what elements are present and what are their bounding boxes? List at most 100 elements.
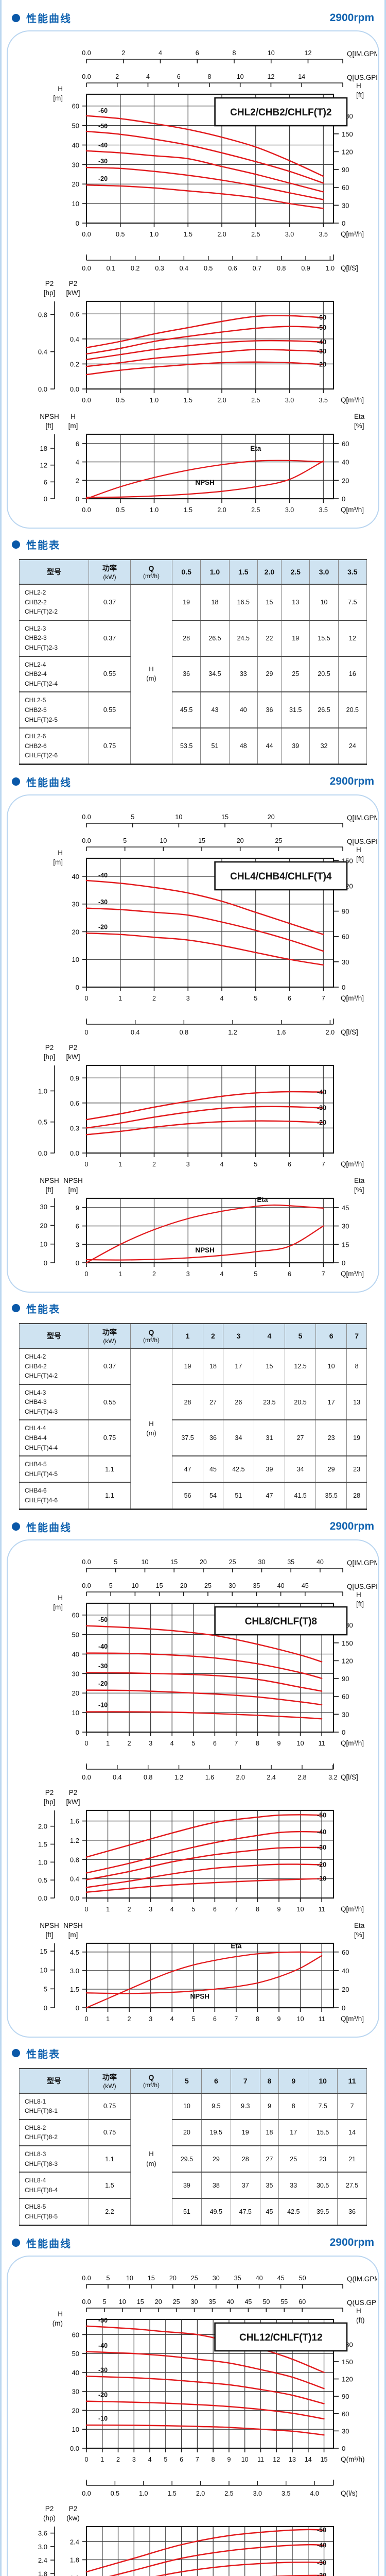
- head-value-cell: 32: [309, 727, 339, 765]
- x-axis-label: Q[m³/h]: [341, 396, 364, 404]
- x-axis-label: Q[m³/h]: [341, 1905, 364, 1913]
- x2-tick-label: 0.8: [144, 1774, 152, 1781]
- x-tick-label: 7: [322, 995, 325, 1002]
- y-tick-label: 30: [342, 958, 349, 966]
- top-tick-label: 40: [256, 2275, 263, 2282]
- y-tick-label: 0.5: [38, 1118, 47, 1126]
- x-tick-label: 7: [234, 1740, 238, 1747]
- top-tick-label: 0.0: [82, 1558, 91, 1566]
- x-tick-label: 6: [288, 1270, 291, 1278]
- x2-tick-label: 0.0: [82, 1774, 91, 1781]
- head-value-cell: 26: [222, 1383, 254, 1421]
- x-tick-label: 0.5: [116, 506, 125, 514]
- curve-label: -30: [317, 348, 326, 355]
- head-value-cell: 9.3: [230, 2092, 260, 2120]
- model-cell: CHL8-4 CHLF(T)8-4: [19, 2172, 89, 2199]
- x2-tick-label: 4.0: [310, 2490, 319, 2497]
- x-axis-label: Q[m³/h]: [341, 2015, 364, 2023]
- curve-label: -30: [317, 1844, 326, 1851]
- head-value-cell: 27: [259, 2145, 279, 2173]
- curve-panel-chl2: 0.0 2 4 6 8 10 12 Q[IM.GPM] 0.0 2 4 6 8 10 12 14 Q[US.GP…: [7, 30, 379, 529]
- model-cell: CHL8-1 CHLF(T)8-1: [19, 2092, 89, 2120]
- y-inner-label: [m]: [68, 422, 78, 430]
- head-value-cell: 24.5: [229, 619, 258, 657]
- table-row: CHL8-2 CHLF(T)8-2 0.75 20 19.5 19 18 17 15.5 14: [19, 2119, 367, 2147]
- x2-tick-label: 3.0: [253, 2490, 262, 2497]
- top-axis-label: Q[US.GPM]: [347, 838, 377, 845]
- kw-cell: 1.1: [89, 1455, 131, 1483]
- y-tick-label: 0.8: [38, 311, 47, 318]
- head-value-cell: 51: [172, 2198, 202, 2226]
- y-outer-label: [hp]: [44, 1053, 56, 1061]
- top-tick-label: 20: [200, 1558, 207, 1566]
- x-tick-label: 0: [85, 1740, 89, 1747]
- x-axis-label: Q[m³/h]: [341, 1270, 364, 1278]
- y-tick-label: 0.4: [70, 1875, 79, 1883]
- head-value-cell: 25: [281, 655, 310, 693]
- y-tick-label: 0.0: [70, 1149, 79, 1157]
- y-tick-label: 15: [342, 1241, 349, 1248]
- x2-tick-label: 1.2: [228, 1029, 237, 1036]
- model-cell: CHL8-3 CHLF(T)8-3: [19, 2145, 89, 2173]
- head-value-cell: 35.5: [315, 1482, 347, 1510]
- y-inner-label: [kW]: [66, 1798, 80, 1806]
- y-tick-label: 150: [342, 2358, 353, 2365]
- head-value-cell: 21: [337, 2145, 367, 2173]
- y-tick-label: 0.0: [70, 2445, 79, 2452]
- top-tick-label: 35: [287, 1558, 294, 1566]
- y-tick-label: 3.0: [38, 2543, 47, 2550]
- y-tick-label: 60: [342, 1692, 349, 1700]
- y-tick-label: 15: [40, 1947, 47, 1955]
- y-left-label: H: [58, 85, 63, 93]
- x2-tick-label: 0.5: [204, 265, 213, 272]
- top-tick-label: 20: [268, 814, 275, 821]
- x2-tick-label: 2.8: [297, 1774, 306, 1781]
- x2-tick-label: 0.5: [111, 2490, 119, 2497]
- y-tick-label: 40: [72, 141, 79, 149]
- y-tick-label: 20: [72, 180, 79, 188]
- y-outer-label: [ft]: [45, 1186, 53, 1194]
- head-value-cell: 31.5: [281, 691, 310, 729]
- head-value-cell: 51: [222, 1482, 254, 1510]
- curve-annotation: NPSH: [195, 479, 215, 486]
- head-value-cell: 28: [346, 1482, 367, 1510]
- p2-chart: 0.00.51.01.52.0P2[hp]P2[kW]0.00.40.81.21…: [38, 1789, 364, 1913]
- y-tick-label: 120: [342, 1657, 353, 1665]
- y-tick-label: 50: [72, 122, 79, 130]
- x-tick-label: 3.0: [285, 231, 294, 238]
- table-row: CHL4-3 CHB4-3 CHLF(T)4-3 0.55 28 27 26 23.5 20.5…: [19, 1383, 367, 1421]
- head-value-cell: 37: [230, 2172, 260, 2199]
- model-box-label: CHL12/CHLF(T)12: [239, 2332, 323, 2343]
- curve-label: -40: [317, 1828, 326, 1836]
- top-axis-label: Q[US.GPM]: [347, 1583, 377, 1590]
- x-tick-label: 0: [85, 995, 89, 1002]
- head-value-cell: 18: [203, 1347, 223, 1385]
- x-axis-label: Q(m³/h): [341, 2455, 365, 2463]
- kw-cell: 0.55: [89, 691, 131, 729]
- pump-curve--40: [85, 150, 324, 193]
- head-value-cell: 16: [338, 655, 367, 693]
- y-tick-label: 120: [342, 148, 353, 156]
- curve-label: -20: [317, 361, 326, 368]
- table-row: CHL2-4 CHB2-4 CHLF(T)2-4 0.55 36 34.5 33 29 25 20…: [19, 655, 367, 693]
- y-tick-label: 4.5: [70, 1948, 79, 1956]
- head-unit-cell: H (m): [130, 583, 172, 765]
- model-header: 型号: [19, 559, 89, 585]
- pump-curve--20: [85, 2400, 325, 2419]
- y-tick-label: 3.6: [38, 2529, 47, 2537]
- y-right-label: [ft]: [356, 1600, 364, 1608]
- x-tick-label: 3.5: [319, 397, 328, 404]
- pump-curve--20: [85, 361, 324, 376]
- x2-tick-label: 0.6: [228, 265, 237, 272]
- y-tick-label: 10: [72, 2426, 79, 2433]
- y-inner-label: P2: [69, 280, 78, 287]
- head-value-cell: 29: [257, 655, 282, 693]
- x-tick-label: 10: [297, 2015, 304, 2023]
- head-value-cell: 36: [337, 2198, 367, 2226]
- y-tick-label: 30: [342, 1222, 349, 1230]
- x-tick-label: 11: [319, 1740, 325, 1747]
- top-tick-label: 30: [213, 2275, 220, 2282]
- head-value-cell: 15: [253, 1347, 286, 1385]
- y-tick-label: 150: [342, 130, 353, 138]
- y-tick-label: 0: [76, 1728, 79, 1736]
